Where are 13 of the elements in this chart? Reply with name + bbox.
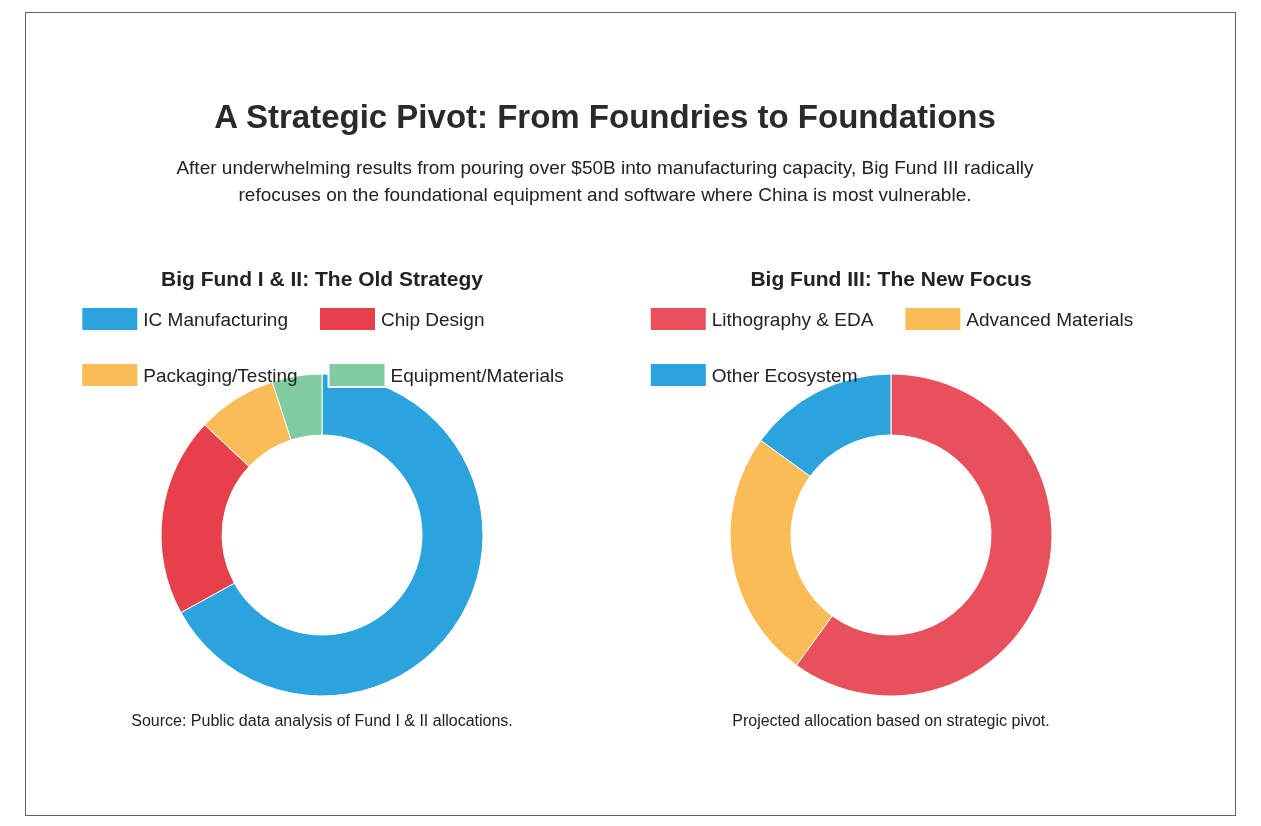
source-note: Source: Public data analysis of Fund I & II allocations.	[131, 711, 513, 729]
legend-label: Equipment/Materials	[390, 364, 564, 386]
legend-label: Packaging/Testing	[143, 364, 298, 386]
chart-title: Big Fund I & II: The Old Strategy	[160, 267, 484, 290]
legend-label: Advanced Materials	[966, 308, 1134, 330]
legend-label: Chip Design	[380, 308, 485, 330]
text: Projected allocation based on strategic pivot.	[732, 711, 1050, 729]
legend-label: Lithography & EDA	[711, 308, 874, 330]
text: A Strategic Pivot: From Foundries to Foundations	[213, 98, 997, 136]
text: After underwhelming results from pouring over $50B into manufacturing capacity, Big Fund III radically refocuses on the foundational equipment and software where China is most vulnerable.	[175, 156, 1035, 207]
chart-title: Big Fund III: The New Focus	[750, 267, 1032, 290]
legend-label: IC Manufacturing	[143, 308, 288, 330]
legend-label: Other Ecosystem	[711, 364, 858, 386]
